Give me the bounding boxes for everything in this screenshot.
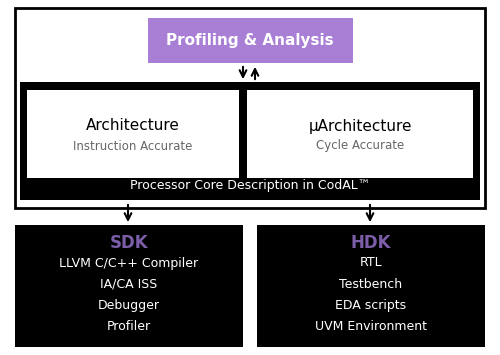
Bar	[27, 90, 239, 178]
Bar	[257, 225, 485, 347]
Text: HDK: HDK	[351, 234, 391, 252]
Text: IA/CA ISS: IA/CA ISS	[100, 278, 158, 290]
Text: μArchitecture: μArchitecture	[308, 119, 412, 133]
Text: Testbench: Testbench	[340, 278, 402, 290]
Text: Profiling & Analysis: Profiling & Analysis	[166, 33, 334, 48]
Text: Profiler: Profiler	[107, 320, 151, 333]
Text: SDK: SDK	[110, 234, 148, 252]
Text: Cycle Accurate: Cycle Accurate	[316, 140, 404, 153]
Text: Architecture: Architecture	[86, 119, 180, 133]
Text: EDA scripts: EDA scripts	[336, 299, 406, 311]
Text: RTL: RTL	[360, 257, 382, 269]
Text: Processor Core Description in CodAL™: Processor Core Description in CodAL™	[130, 180, 370, 192]
Text: Debugger: Debugger	[98, 299, 160, 311]
Text: Instruction Accurate: Instruction Accurate	[74, 140, 192, 153]
Text: UVM Environment: UVM Environment	[315, 320, 427, 333]
Bar	[15, 225, 243, 347]
Bar	[247, 90, 473, 178]
Bar	[15, 8, 485, 208]
Bar	[20, 82, 480, 200]
Text: LLVM C/C++ Compiler: LLVM C/C++ Compiler	[60, 257, 198, 269]
Bar	[148, 18, 352, 63]
